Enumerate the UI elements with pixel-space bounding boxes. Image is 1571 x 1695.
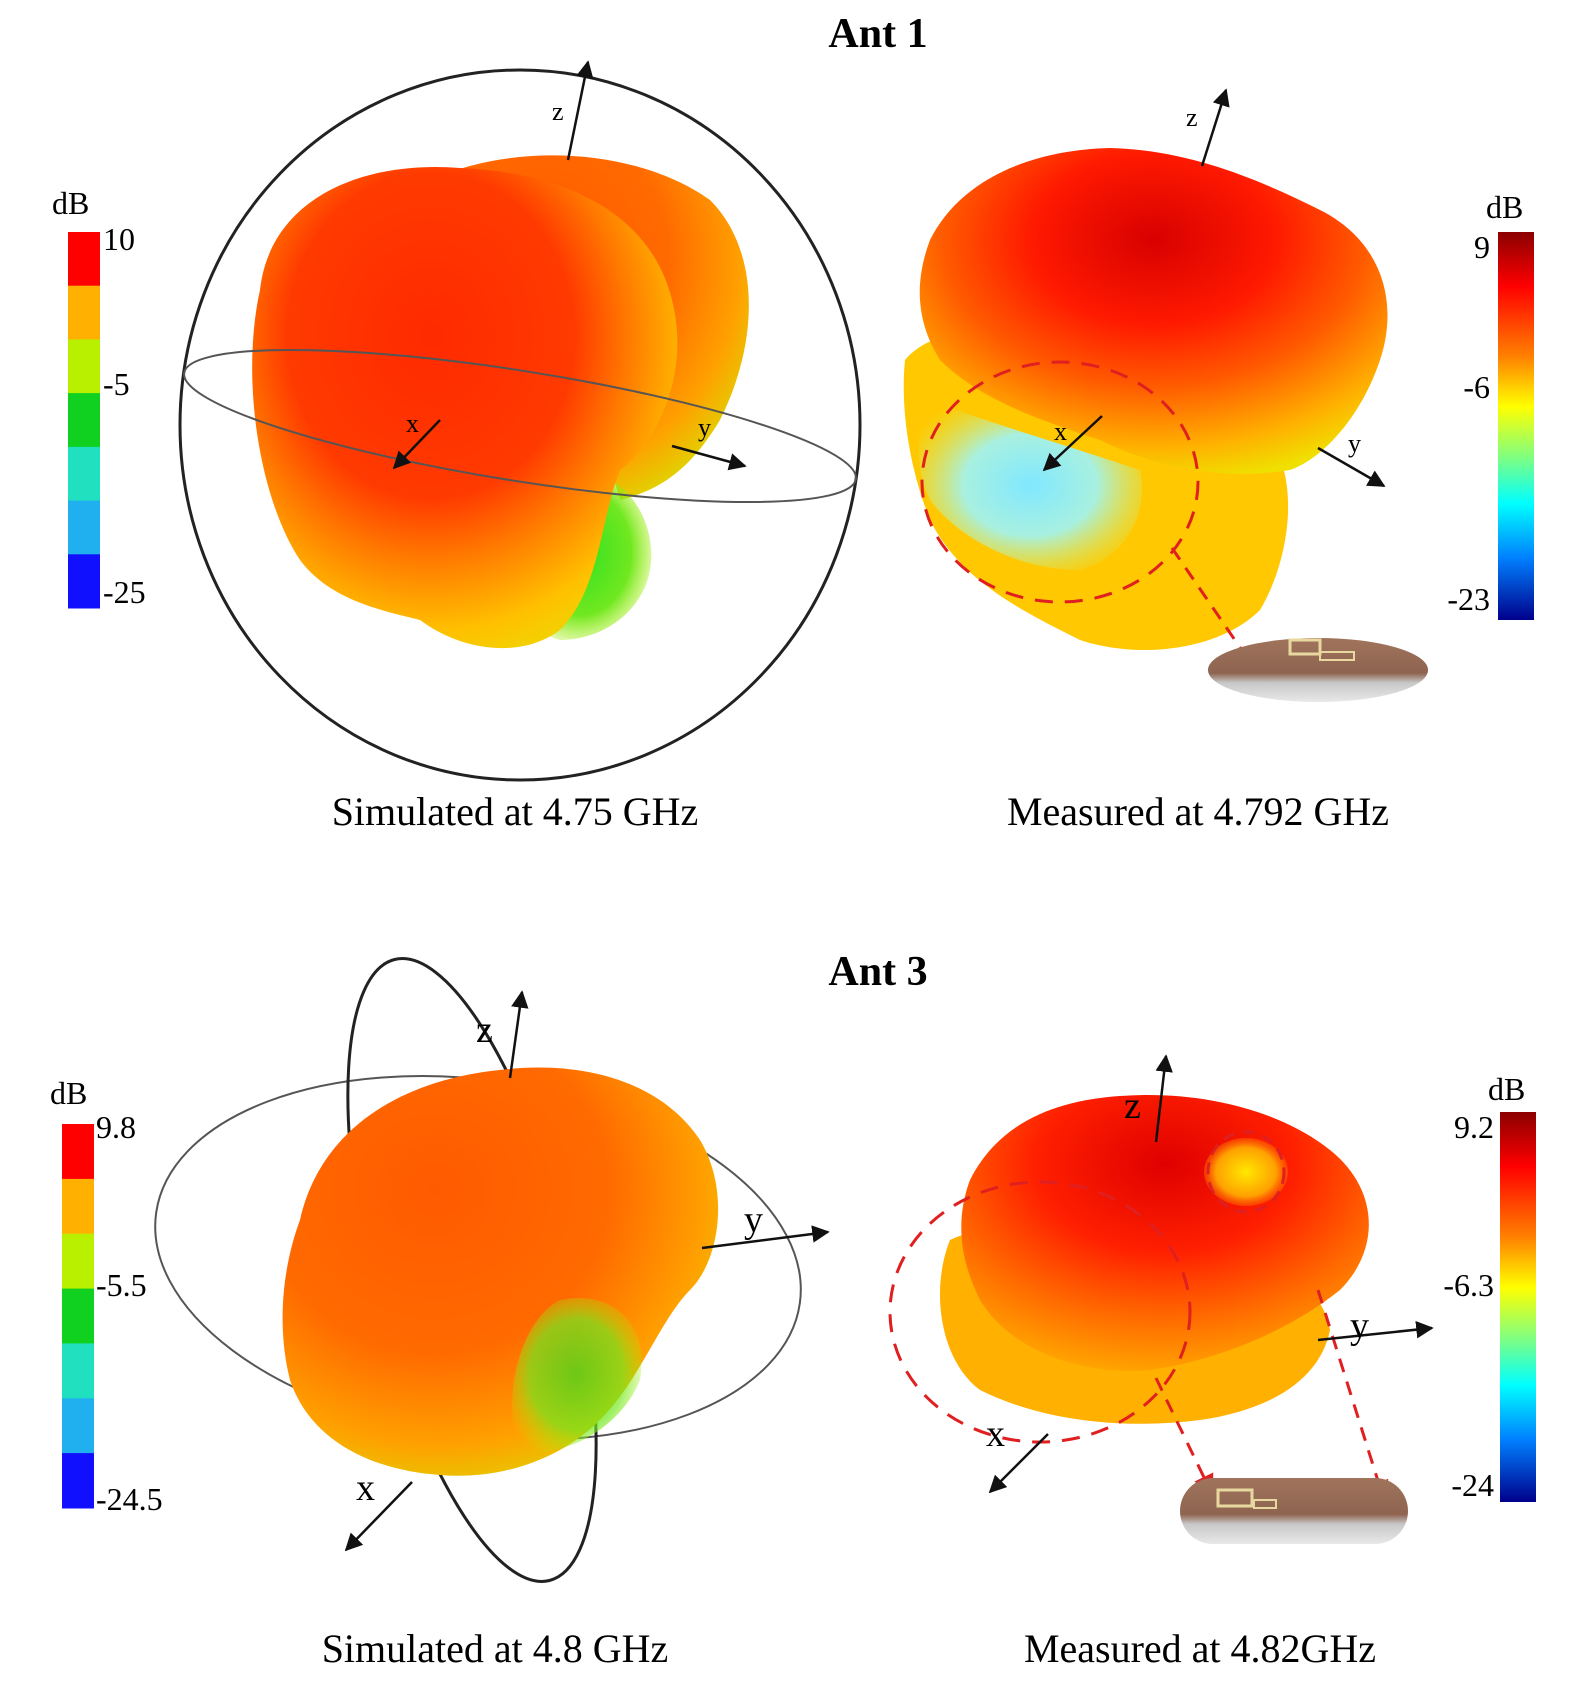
ant3-sim-colorbar-segment: [62, 1288, 94, 1344]
ant1-meas-caption: Measured at 4.792 GHz: [1007, 789, 1389, 834]
ant1-meas-x-axis: [1042, 415, 1103, 472]
ant1-meas-y-axis: [1317, 446, 1386, 488]
ant1-sim-x-axis: [392, 419, 441, 470]
ant1-meas-x-label: x: [1054, 417, 1067, 446]
ant1-meas-unit: dB: [1486, 189, 1523, 225]
ant3-meas-z-label: z: [1124, 1085, 1141, 1127]
ant1-sim-colorbar-segment: [68, 446, 100, 502]
ant3-sim-colorbar-segment: [62, 1178, 94, 1235]
ant1-sim-y-axis: [671, 444, 747, 471]
ant3-meas-tick-min: -24: [1451, 1467, 1494, 1503]
ant3-sim-unit: dB: [50, 1075, 87, 1111]
ant1-sim-colorbar: dB 10 -5 -25: [52, 185, 146, 610]
ant1-sim-pattern: z x y: [178, 60, 862, 782]
ant1-meas-tick-mid: -6: [1463, 369, 1490, 405]
ant3-sim-colorbar-segment: [62, 1124, 94, 1180]
ant3-sim-x-axis: [344, 1481, 413, 1552]
ant3-meas-caption: Measured at 4.82GHz: [1024, 1626, 1376, 1671]
ant3-meas-x-label: x: [986, 1413, 1005, 1455]
ant1-sim-colorbar-segment: [68, 285, 100, 340]
ant1-sim-y-label: y: [698, 413, 711, 442]
ant1-sim-reference-sphere: [178, 68, 862, 782]
ant1-sim-z-label: z: [552, 97, 564, 126]
ant3-sim-colorbar-segment: [62, 1233, 94, 1290]
ant1-meas-main-lobe: [919, 148, 1388, 474]
ant1-sim-horizontal-ring: [183, 348, 857, 504]
ant1-sim-colorbar-segment: [68, 500, 100, 555]
ant3-meas-unit: dB: [1488, 1071, 1525, 1107]
ant1-meas-z-axis: [1200, 88, 1230, 167]
ant1-sim-caption: Simulated at 4.75 GHz: [332, 789, 699, 834]
ant3-meas-colorbar: dB 9.2 -6.3 -24: [1443, 1071, 1536, 1503]
ant1-meas-y-label: y: [1348, 429, 1361, 458]
ant1-sim-unit: dB: [52, 185, 89, 221]
ant3-sim-caption: Simulated at 4.8 GHz: [322, 1626, 669, 1671]
ant3-sim-tick-max: 9.8: [96, 1109, 136, 1145]
ant1-sim-tick-min: -25: [103, 574, 146, 610]
ant1-sim-tick-max: 10: [103, 221, 135, 257]
ant3-title: Ant 3: [828, 949, 927, 995]
ant3-meas-y-axis: [1317, 1320, 1434, 1342]
ant3-sim-colorbar-segment: [62, 1453, 94, 1509]
ant1-sim-colorbar-segment: [68, 393, 100, 448]
ant3-meas-antenna-photo: [1180, 1478, 1408, 1544]
ant3-sim-colorbar-segment: [62, 1343, 94, 1399]
ant3-meas-y-label: y: [1350, 1305, 1369, 1347]
ant1-sim-colorbar-segment: [68, 232, 100, 287]
ant1-sim-z-axis: [566, 60, 594, 161]
ant1-sim-colorbar-segment: [68, 554, 100, 609]
ant1-meas-pattern: z x y: [903, 88, 1428, 702]
ant3-meas-highlight-small: [1206, 1130, 1286, 1214]
ant1-meas-colorbar: dB 9 -6 -23: [1447, 189, 1534, 620]
ant3-sim-z-label: z: [476, 1009, 493, 1051]
ant1-sim-tick-mid: -5: [103, 366, 130, 402]
ant3-meas-colorbar-gradient: [1500, 1112, 1536, 1502]
ant3-sim-tick-min: -24.5: [96, 1481, 163, 1517]
ant3-sim-pattern: z x y: [154, 957, 830, 1583]
ant3-meas-x-axis: [988, 1433, 1049, 1494]
ant3-sim-tick-mid: -5.5: [96, 1267, 147, 1303]
ant3-meas-callout-right: [1316, 1289, 1389, 1503]
ant1-meas-highlight-circle: [920, 360, 1200, 604]
ant1-meas-tick-max: 9: [1474, 229, 1490, 265]
ant1-meas-tick-min: -23: [1447, 581, 1490, 617]
ant1-meas-z-label: z: [1186, 103, 1198, 132]
ant3-meas-pattern: z x y: [888, 1054, 1434, 1544]
ant3-meas-tick-max: 9.2: [1454, 1109, 1494, 1145]
ant3-sim-y-axis: [701, 1225, 830, 1250]
ant1-meas-antenna-photo: [1208, 638, 1428, 702]
ant1-sim-x-label: x: [406, 409, 419, 438]
ant3-sim-colorbar: dB 9.8 -5.5 -24.5: [50, 1075, 163, 1517]
ant3-sim-green-region: [512, 1298, 642, 1452]
ant3-sim-x-label: x: [356, 1467, 375, 1509]
ant1-meas-null-region: [918, 400, 1142, 570]
ant3-meas-tick-mid: -6.3: [1443, 1267, 1494, 1303]
ant3-meas-z-axis: [1154, 1054, 1173, 1143]
ant3-meas-callout-left: [1154, 1377, 1214, 1496]
ant3-meas-yellow-spot: [1204, 1138, 1288, 1206]
ant1-title: Ant 1: [828, 11, 927, 57]
ant3-sim-y-label: y: [744, 1199, 763, 1241]
ant1-sim-colorbar-segment: [68, 339, 100, 394]
ant1-meas-colorbar-gradient: [1498, 232, 1534, 620]
ant3-sim-z-axis: [508, 990, 529, 1079]
ant1-sim-main-lobe: [252, 167, 678, 649]
ant3-sim-colorbar-segment: [62, 1398, 94, 1454]
